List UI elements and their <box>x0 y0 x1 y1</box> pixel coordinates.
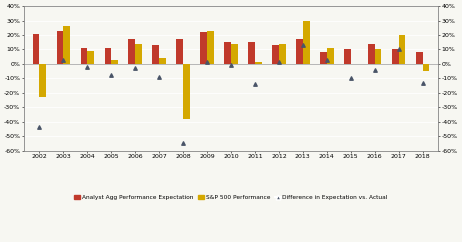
Point <box>395 48 402 52</box>
Bar <box>111 60 118 64</box>
Bar <box>63 26 70 64</box>
Bar <box>375 50 382 64</box>
Bar <box>399 35 406 64</box>
Bar <box>135 44 142 64</box>
Point <box>132 66 139 70</box>
Bar <box>368 44 375 64</box>
Point <box>84 65 91 69</box>
Bar <box>56 31 63 64</box>
Point <box>419 81 426 85</box>
Point <box>36 126 43 129</box>
Bar <box>87 51 94 64</box>
Point <box>227 63 235 67</box>
Bar <box>152 45 159 64</box>
Bar <box>392 50 399 64</box>
Point <box>371 68 378 72</box>
Point <box>179 141 187 145</box>
Bar <box>255 62 261 64</box>
Point <box>203 60 211 64</box>
Bar <box>183 64 190 119</box>
Bar <box>224 42 231 64</box>
Bar <box>416 52 423 64</box>
Bar <box>104 48 111 64</box>
Bar <box>128 39 135 64</box>
Point <box>251 82 259 86</box>
Point <box>347 76 354 80</box>
Bar <box>176 39 183 64</box>
Bar <box>344 50 351 64</box>
Bar <box>423 64 429 71</box>
Bar <box>303 21 310 64</box>
Bar <box>279 44 286 64</box>
Point <box>60 58 67 61</box>
Bar <box>159 58 166 64</box>
Bar <box>231 44 238 64</box>
Bar <box>248 42 255 64</box>
Point <box>155 75 163 79</box>
Point <box>299 43 307 47</box>
Bar <box>80 48 87 64</box>
Bar <box>320 52 327 64</box>
Bar <box>207 31 214 64</box>
Point <box>275 60 283 64</box>
Bar <box>39 64 46 97</box>
Legend: Analyst Agg Performance Expectation, S&P 500 Performance, Difference in Expectat: Analyst Agg Performance Expectation, S&P… <box>72 193 390 203</box>
Point <box>108 74 115 77</box>
Bar <box>33 34 39 64</box>
Bar <box>296 39 303 64</box>
Bar <box>272 45 279 64</box>
Bar <box>327 48 334 64</box>
Bar <box>201 32 207 64</box>
Point <box>323 58 330 61</box>
